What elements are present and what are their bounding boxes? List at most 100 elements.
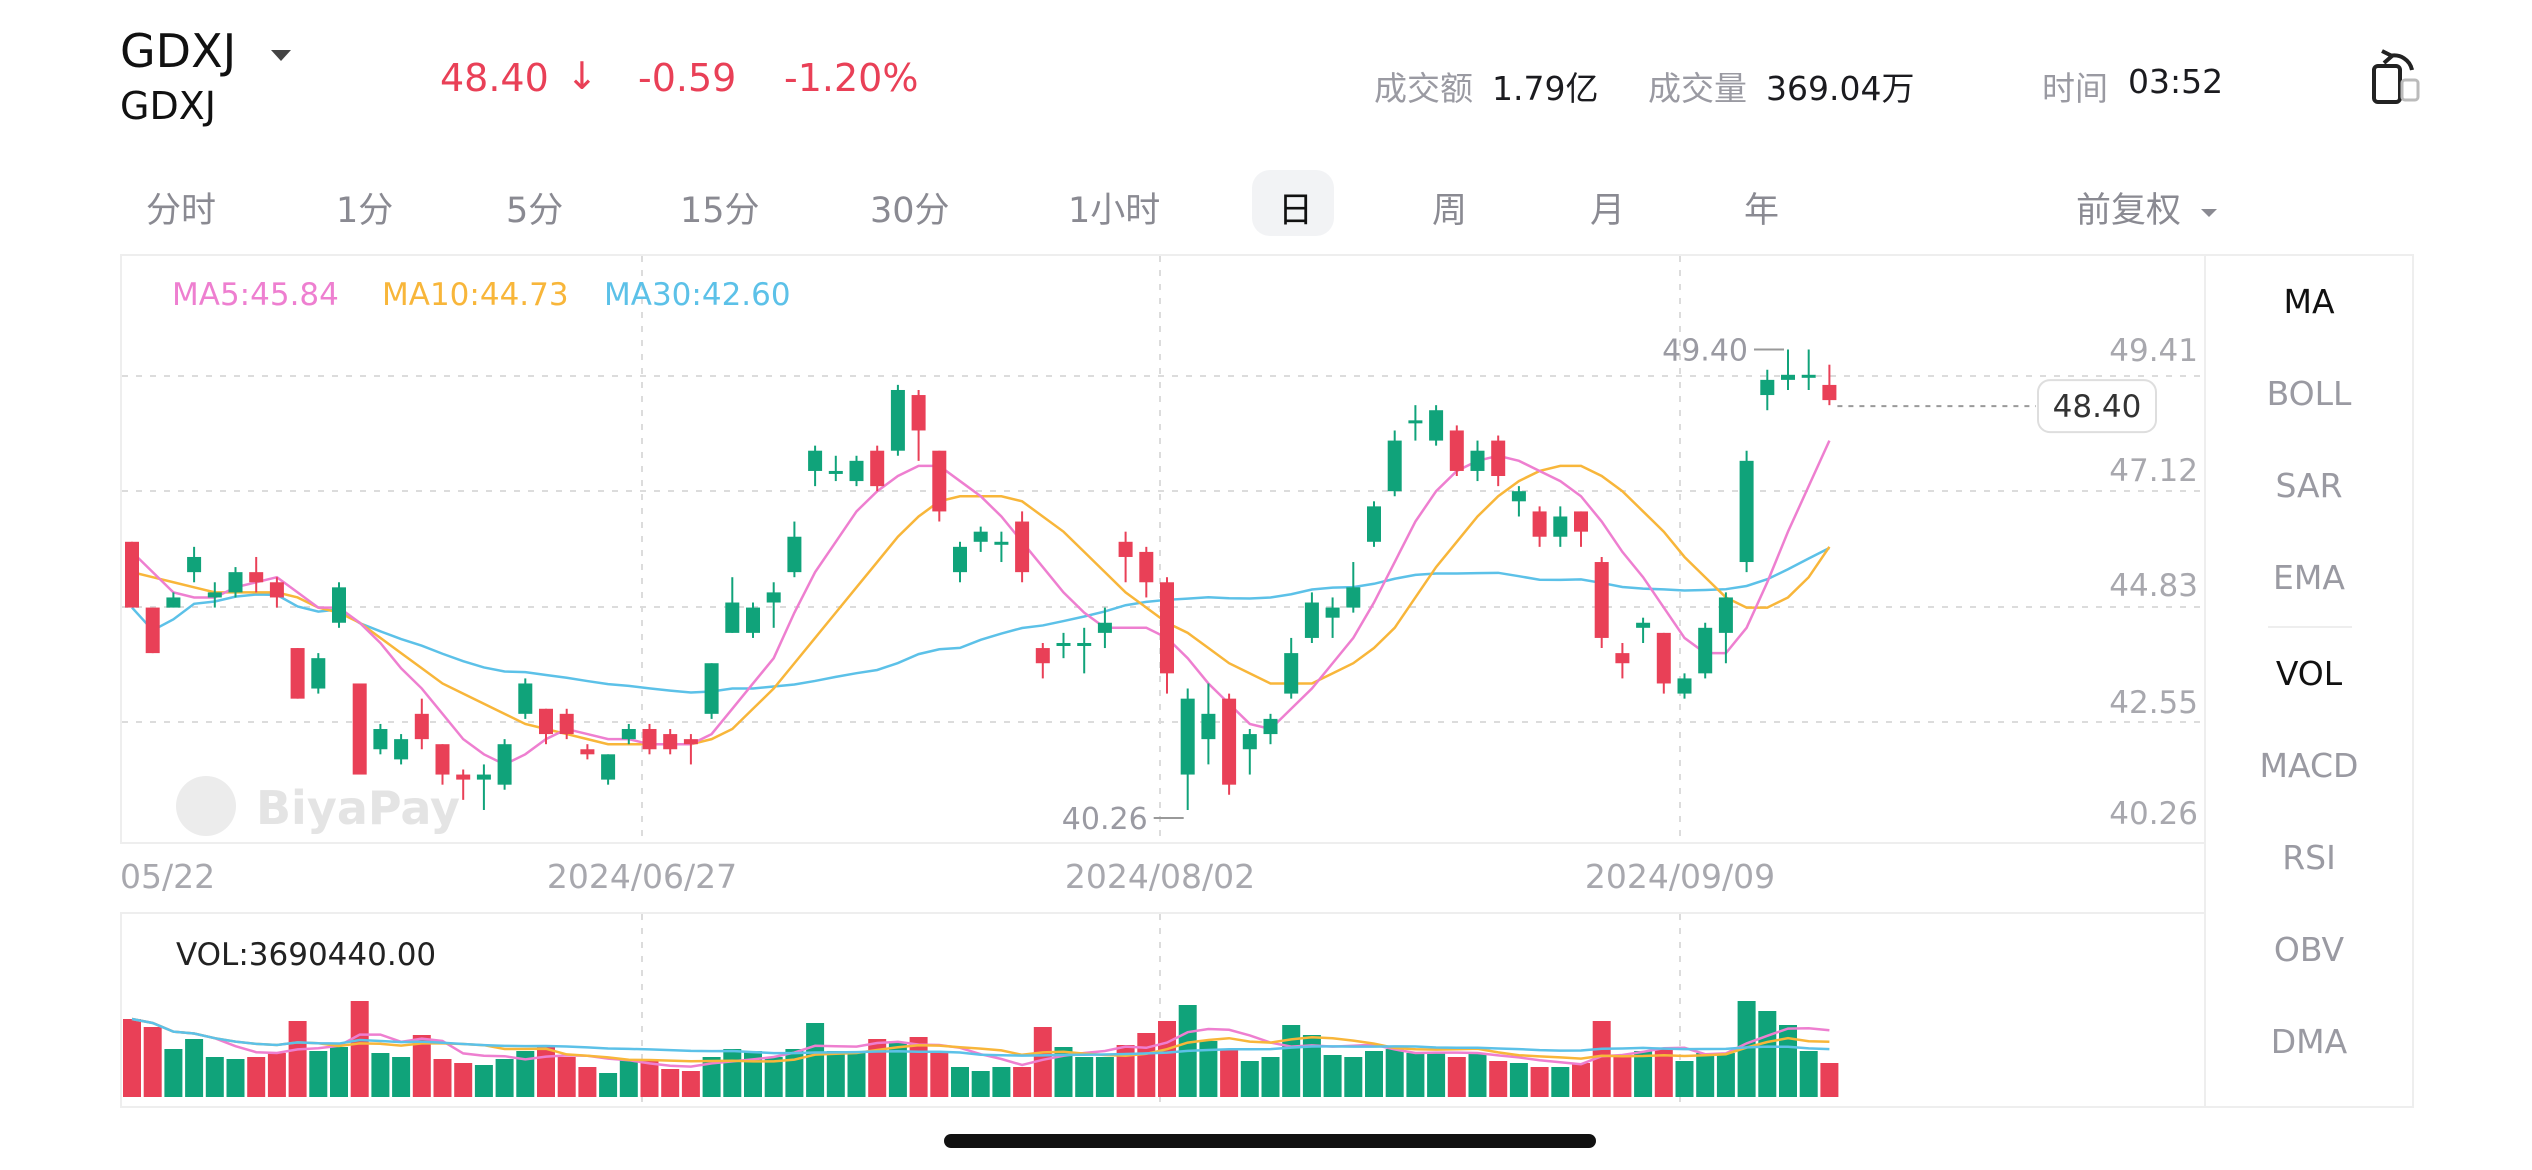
candle-body[interactable] [1408,420,1423,424]
candle-body[interactable] [145,607,160,654]
candle-body[interactable] [1718,597,1733,633]
symbol-title[interactable]: GDXJ [120,24,295,78]
candle-body[interactable] [1801,374,1816,378]
tab-2[interactable]: 5分 [506,191,564,231]
candle-body[interactable] [1449,430,1464,471]
candle-body[interactable] [1367,506,1381,542]
candle-body[interactable] [332,587,346,623]
rotate-screen-icon[interactable] [2370,48,2424,106]
candle-body[interactable] [435,744,450,775]
indicator-ema[interactable]: EMA [2273,558,2345,597]
indicator-boll[interactable]: BOLL [2266,374,2352,413]
tab-7[interactable]: 周 [1432,191,1468,231]
adjust-selector[interactable]: 前复权 [2076,182,2220,233]
candle-body[interactable] [911,395,926,431]
tab-8[interactable]: 月 [1590,191,1626,231]
candle-body[interactable] [559,713,574,735]
candle-body[interactable] [1263,718,1278,735]
indicator-obv[interactable]: OBV [2273,930,2345,969]
candle-body[interactable] [580,749,595,755]
candle-body[interactable] [1511,491,1526,502]
candle-body[interactable] [1553,516,1568,537]
candle-body[interactable] [166,597,181,608]
candle-body[interactable] [973,531,988,542]
candle-body[interactable] [1739,460,1754,563]
indicator-rsi[interactable]: RSI [2282,838,2336,877]
candle-body[interactable] [187,556,202,573]
indicator-ma[interactable]: MA [2283,282,2335,321]
candle-body[interactable] [1491,440,1506,477]
candle-body[interactable] [414,713,429,740]
candle-body[interactable] [870,450,885,487]
candle-body[interactable] [849,460,864,482]
candle-body[interactable] [125,541,139,608]
indicator-sar[interactable]: SAR [2275,466,2343,505]
candle-body[interactable] [746,607,760,633]
tab-5[interactable]: 1小时 [1068,191,1161,231]
candle-body[interactable] [1160,582,1174,674]
candle-body[interactable] [1222,698,1237,785]
candle-body[interactable] [766,592,781,603]
candle-body[interactable] [373,729,388,750]
candle-body[interactable] [1139,551,1154,583]
candle-body[interactable] [1470,450,1485,471]
candle-body[interactable] [621,729,636,740]
candle-body[interactable] [1387,440,1402,492]
candle-body[interactable] [311,658,326,689]
candle-body[interactable] [683,739,698,745]
candle-body[interactable] [1760,379,1775,396]
candle-body[interactable] [228,572,243,593]
tab-3[interactable]: 15分 [680,191,760,231]
candle-body[interactable] [1056,642,1071,646]
home-indicator[interactable] [944,1134,1596,1148]
candle-body[interactable] [290,648,305,699]
tab-1[interactable]: 1分 [336,191,394,231]
candle-body[interactable] [1304,602,1319,638]
candle-body[interactable] [1346,587,1361,608]
candle-body[interactable] [725,602,740,633]
candle-body[interactable] [497,744,512,785]
indicator-dma[interactable]: DMA [2270,1022,2348,1061]
candle-body[interactable] [476,774,491,780]
candle-body[interactable] [601,754,616,780]
candle-body[interactable] [932,450,947,512]
candle-body[interactable] [1594,562,1609,638]
candle-body[interactable] [1035,648,1050,664]
candle-body[interactable] [1677,678,1692,694]
caret-down-icon[interactable] [267,41,295,69]
indicator-macd[interactable]: MACD [2259,746,2359,785]
tab-9[interactable]: 年 [1744,191,1780,231]
candle-body[interactable] [642,729,657,750]
tab-4[interactable]: 30分 [870,191,950,231]
candle-body[interactable] [1656,632,1671,684]
tab-6[interactable]: 日 [1278,191,1314,231]
candle-body[interactable] [1429,410,1444,441]
candle-body[interactable] [808,450,823,471]
candle-body[interactable] [1325,607,1340,618]
indicator-vol[interactable]: VOL [2275,654,2343,693]
candle-body[interactable] [1242,734,1257,750]
candle-body[interactable] [352,683,367,775]
candle-body[interactable] [249,572,264,583]
candle-body[interactable] [787,536,802,573]
candle-body[interactable] [1077,642,1092,646]
candle-body[interactable] [1615,653,1630,664]
candle-body[interactable] [994,541,1009,545]
candle-body[interactable] [828,470,843,474]
candle-body[interactable] [953,546,967,573]
candle-body[interactable] [207,592,222,598]
candle-body[interactable] [1698,627,1713,674]
candle-body[interactable] [704,663,719,714]
candle-body[interactable] [1636,622,1651,628]
candle-body[interactable] [1574,511,1588,532]
candle-body[interactable] [1284,653,1299,694]
candle-body[interactable] [394,739,409,760]
candle-body[interactable] [1015,521,1030,573]
tab-0[interactable]: 分时 [146,191,217,231]
candle-body[interactable] [1201,713,1216,740]
candle-body[interactable] [456,774,471,780]
candle-body[interactable] [1180,698,1195,775]
candle-body[interactable] [1532,511,1547,537]
candle-body[interactable] [663,734,678,750]
